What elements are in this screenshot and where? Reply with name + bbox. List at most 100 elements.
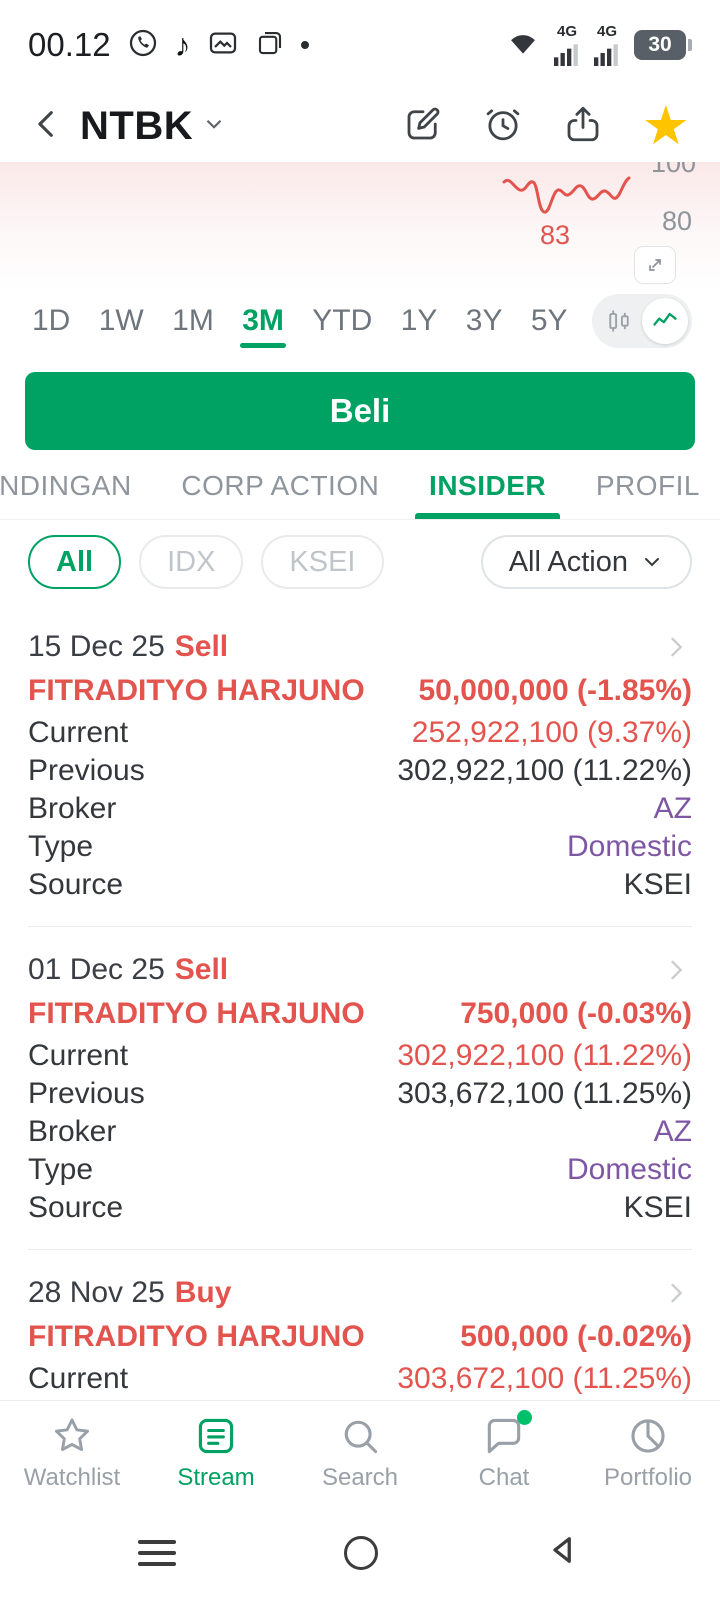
range-selector: 1D 1W 1M 3M YTD 1Y 3Y 5Y: [0, 290, 720, 352]
range-1y[interactable]: 1Y: [400, 304, 438, 337]
range-5y[interactable]: 5Y: [530, 304, 568, 337]
recents-button[interactable]: [138, 1533, 176, 1573]
detail-row-broker: Broker AZ: [28, 1115, 692, 1148]
transaction-action: Sell: [174, 953, 229, 986]
filter-idx[interactable]: IDX: [139, 535, 244, 589]
detail-row-type: Type Domestic: [28, 830, 692, 863]
status-bar: 00.12 ♪ 4G 4G: [0, 0, 720, 90]
chevron-down-icon[interactable]: [201, 111, 227, 142]
transaction-item: 28 Nov 25 Buy FITRADITYO HARJUNO 500,000…: [28, 1250, 692, 1400]
detail-row-current: Current 302,922,100 (11.22%): [28, 1039, 692, 1072]
battery-percent: 30: [648, 33, 672, 56]
cellular-signal-icon: 4G: [554, 24, 580, 66]
filter-bar: All IDX KSEI All Action: [0, 520, 720, 604]
tab-corp-action[interactable]: CORP ACTION: [181, 469, 380, 501]
chart-axis-label: 80: [661, 206, 692, 236]
range-1w[interactable]: 1W: [98, 304, 144, 337]
filter-ksei[interactable]: KSEI: [261, 535, 384, 589]
action-filter-label: All Action: [508, 545, 628, 578]
transaction-date: 28 Nov 25: [28, 1276, 165, 1309]
status-bar-right: 4G 4G 30: [506, 24, 692, 66]
range-3y[interactable]: 3Y: [465, 304, 503, 337]
favorite-star-icon[interactable]: ★: [641, 96, 690, 156]
transaction-date: 01 Dec 25: [28, 953, 165, 986]
detail-row-type: Type Domestic: [28, 1153, 692, 1186]
back-button[interactable]: [30, 107, 64, 146]
clock-text: 00.12: [28, 26, 111, 63]
nav-stream[interactable]: Stream: [144, 1401, 288, 1505]
transaction-action: Sell: [174, 630, 229, 663]
detail-row-previous: Previous 303,672,100 (11.25%): [28, 1077, 692, 1110]
buy-section: Beli: [0, 352, 720, 452]
header-actions: ★: [402, 99, 690, 153]
chat-icon: [482, 1410, 532, 1458]
tab-insider[interactable]: INSIDER: [415, 452, 561, 519]
tab-profil[interactable]: PROFIL: [595, 469, 700, 501]
search-icon: [338, 1414, 382, 1458]
portfolio-pie-icon: [626, 1414, 670, 1458]
app-header: NTBK ★: [0, 90, 720, 162]
nav-chat[interactable]: Chat: [432, 1401, 576, 1505]
transaction-amount: 500,000 (-0.02%): [460, 1320, 692, 1353]
nav-search[interactable]: Search: [288, 1401, 432, 1505]
transaction-title-row: FITRADITYO HARJUNO 500,000 (-0.02%): [28, 1318, 692, 1356]
action-filter-dropdown[interactable]: All Action: [480, 535, 692, 589]
insider-name: FITRADITYO HARJUNO: [28, 997, 365, 1030]
detail-row-broker: Broker AZ: [28, 792, 692, 825]
chevron-right-icon[interactable]: [662, 956, 692, 984]
watchlist-star-icon: [50, 1414, 94, 1458]
range-1d[interactable]: 1D: [32, 304, 71, 337]
nav-watchlist[interactable]: Watchlist: [0, 1401, 144, 1505]
transaction-title-row: FITRADITYO HARJUNO 750,000 (-0.03%): [28, 995, 692, 1033]
transaction-item: 01 Dec 25 Sell FITRADITYO HARJUNO 750,00…: [28, 927, 692, 1250]
transaction-header[interactable]: 01 Dec 25 Sell: [28, 953, 692, 987]
detail-row-current: Current 252,922,100 (9.37%): [28, 716, 692, 749]
range-ytd[interactable]: YTD: [312, 304, 373, 337]
tiktok-icon: ♪: [174, 27, 191, 63]
transaction-header[interactable]: 15 Dec 25 Sell: [28, 630, 692, 664]
edit-button[interactable]: [402, 103, 444, 150]
notification-dot-icon: [300, 41, 309, 49]
range-3m[interactable]: 3M: [238, 290, 288, 352]
price-chart[interactable]: 100 80 83: [0, 162, 720, 290]
chart-axis-label: 100: [650, 162, 696, 178]
insider-transaction-list: 15 Dec 25 Sell FITRADITYO HARJUNO 50,000…: [0, 604, 720, 1400]
detail-row-source: Source KSEI: [28, 1191, 692, 1224]
chevron-right-icon[interactable]: [662, 633, 692, 661]
status-bar-left: 00.12 ♪: [28, 26, 309, 64]
section-tabs: RBANDINGAN CORP ACTION INSIDER PROFIL: [0, 452, 720, 520]
alarm-button[interactable]: [482, 103, 524, 150]
buy-button[interactable]: Beli: [25, 372, 695, 450]
tab-perbandingan[interactable]: RBANDINGAN: [0, 469, 132, 501]
cellular-signal-icon: 4G: [594, 24, 620, 66]
android-back-button[interactable]: [546, 1532, 582, 1573]
bottom-navigation: Watchlist Stream Search Chat Portfo: [0, 1400, 720, 1505]
candlestick-icon[interactable]: [596, 298, 642, 344]
chart-point-label: 83: [540, 220, 571, 250]
line-chart-icon[interactable]: [641, 298, 688, 344]
share-button[interactable]: [562, 103, 604, 150]
nav-portfolio[interactable]: Portfolio: [576, 1401, 720, 1505]
home-button[interactable]: [344, 1535, 378, 1570]
transaction-header[interactable]: 28 Nov 25 Buy: [28, 1276, 692, 1310]
filter-all[interactable]: All: [28, 535, 122, 589]
transaction-amount: 750,000 (-0.03%): [460, 997, 692, 1030]
stream-icon: [194, 1414, 238, 1458]
detail-row-current: Current 303,672,100 (11.25%): [28, 1362, 692, 1395]
transaction-item: 15 Dec 25 Sell FITRADITYO HARJUNO 50,000…: [28, 604, 692, 927]
transaction-date: 15 Dec 25: [28, 630, 165, 663]
transaction-action: Buy: [174, 1276, 232, 1309]
whatsapp-icon: [127, 27, 159, 64]
chevron-right-icon[interactable]: [662, 1279, 692, 1307]
expand-chart-button[interactable]: [634, 246, 676, 284]
ticker-symbol[interactable]: NTBK: [80, 103, 194, 148]
transaction-title-row: FITRADITYO HARJUNO 50,000,000 (-1.85%): [28, 672, 692, 710]
range-1m[interactable]: 1M: [172, 304, 214, 337]
wifi-icon: [506, 28, 540, 63]
insider-name: FITRADITYO HARJUNO: [28, 1320, 365, 1353]
chart-type-toggle[interactable]: [591, 294, 692, 348]
price-line: [502, 166, 632, 233]
floating-window-icon: [255, 28, 285, 63]
battery-icon: 30: [634, 30, 692, 60]
